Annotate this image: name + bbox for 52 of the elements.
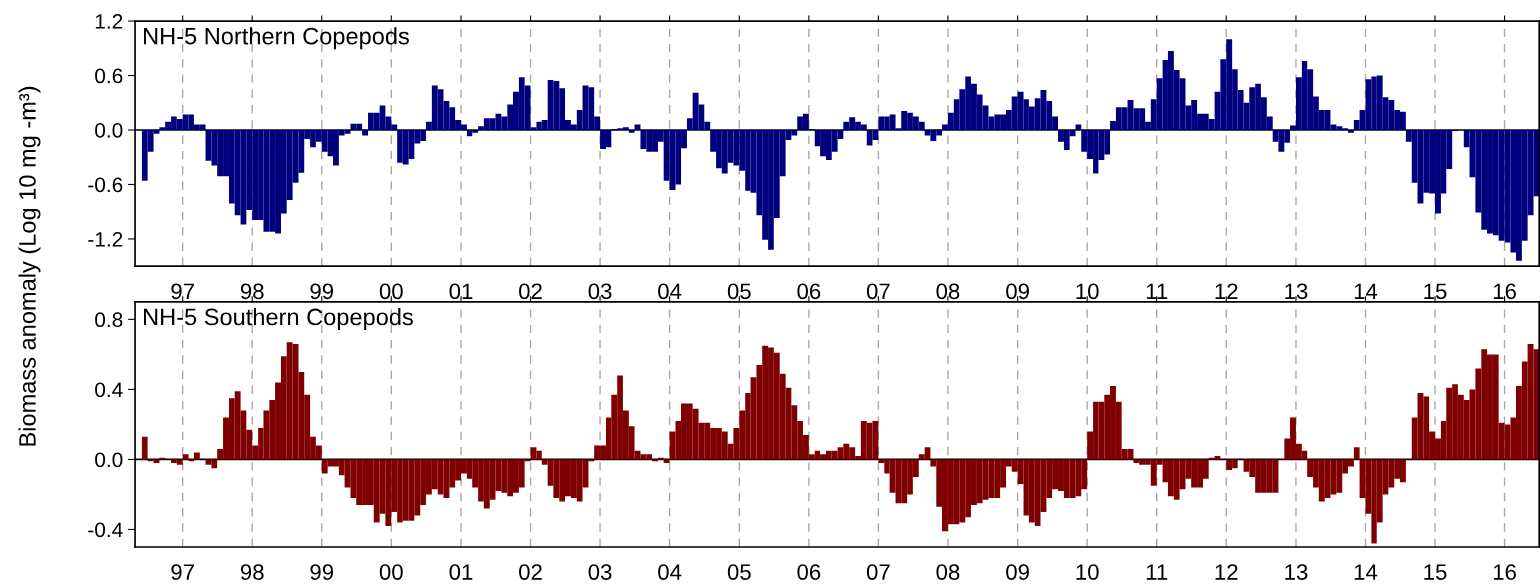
x-tick-label: 13 xyxy=(1285,564,1308,580)
x-tick-label: 14 xyxy=(1354,283,1378,299)
x-tick-label: 14 xyxy=(1354,564,1378,580)
y-tick-label: 0.8 xyxy=(95,312,123,328)
x-tick-label: 16 xyxy=(1493,283,1516,300)
x-tick-label: 08 xyxy=(936,283,960,300)
x-tick-label: 97 xyxy=(171,564,194,580)
x-tick-label: 07 xyxy=(866,283,890,300)
x-tick-label: 04 xyxy=(658,564,682,580)
x-tick-label: 01 xyxy=(449,283,473,300)
x-tick-label: 07 xyxy=(866,564,890,580)
x-tick-label: 13 xyxy=(1285,283,1308,300)
y-tick-label: -1.2 xyxy=(88,231,123,247)
x-tick-label: 06 xyxy=(797,564,821,580)
x-tick-label: 10 xyxy=(1076,564,1099,580)
x-tick-label: 98 xyxy=(240,283,264,300)
x-tick-label: 02 xyxy=(519,283,542,300)
x-tick-label: 00 xyxy=(379,564,403,580)
x-tick-label: 12 xyxy=(1215,283,1238,299)
x-tick-label: 99 xyxy=(310,564,334,580)
y-tick-label: 0.6 xyxy=(95,68,123,84)
y-tick-label: -0.4 xyxy=(88,522,123,538)
y-tick-label: -0.6 xyxy=(88,177,123,193)
x-tick-label: 11 xyxy=(1146,564,1168,580)
x-tick-label: 05 xyxy=(727,283,751,300)
x-tick-label: 06 xyxy=(797,283,821,300)
x-tick-label: 03 xyxy=(588,283,612,300)
x-tick-label: 12 xyxy=(1215,564,1238,580)
chart-title: NH-5 Northern Copepods xyxy=(144,27,409,50)
x-tick-label: 15 xyxy=(1424,564,1447,580)
x-tick-label: 08 xyxy=(936,564,960,580)
x-tick-label: 99 xyxy=(310,283,334,300)
x-tick-label: 98 xyxy=(240,564,264,580)
x-tick-label: 05 xyxy=(727,564,751,580)
y-tick-label: 0.0 xyxy=(95,452,123,468)
x-tick-label: 97 xyxy=(171,283,194,300)
x-tick-label: 10 xyxy=(1076,283,1099,300)
x-tick-label: 16 xyxy=(1493,564,1516,580)
x-tick-label: 15 xyxy=(1424,283,1447,300)
x-tick-label: 09 xyxy=(1006,564,1029,580)
chart-title: NH-5 Southern Copepods xyxy=(144,307,413,330)
y-tick-label: 0.4 xyxy=(95,382,123,398)
x-tick-label: 04 xyxy=(658,283,682,300)
y-tick-label: 0.0 xyxy=(95,123,123,138)
x-tick-label: 02 xyxy=(519,564,542,580)
y-axis-title: Biomass anomaly (Log 10 mg -m³) xyxy=(18,86,41,446)
x-tick-label: 00 xyxy=(379,283,403,300)
x-tick-label: 09 xyxy=(1006,283,1029,300)
y-tick-label: 1.2 xyxy=(95,14,123,29)
x-tick-label: 03 xyxy=(588,564,612,580)
x-tick-label: 01 xyxy=(449,564,473,580)
x-tick-label: 11 xyxy=(1146,283,1168,299)
